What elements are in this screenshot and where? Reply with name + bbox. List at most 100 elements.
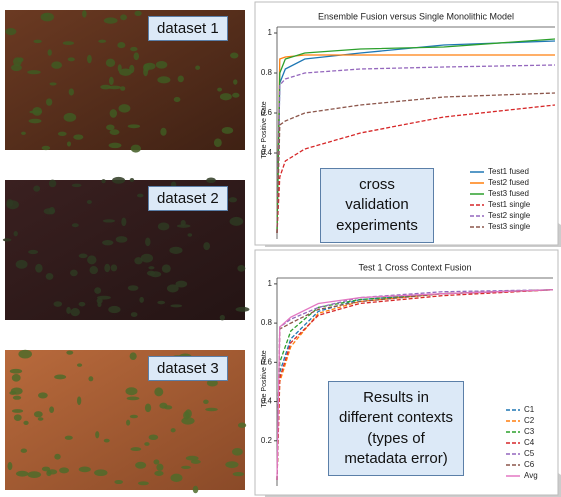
shrub	[109, 143, 122, 148]
shrub	[33, 185, 40, 191]
shrub	[82, 10, 87, 17]
legend-label: C5	[524, 449, 535, 458]
shrub	[44, 208, 55, 214]
shrub	[112, 177, 125, 184]
shrub	[156, 464, 163, 471]
shrub	[73, 134, 83, 139]
shrub	[38, 392, 48, 398]
shrub	[38, 417, 44, 420]
shrub	[79, 302, 86, 307]
shrub	[134, 11, 141, 16]
shrub	[141, 254, 153, 263]
shrub	[217, 88, 222, 92]
legend-label: C1	[524, 405, 535, 414]
shrub	[110, 109, 117, 118]
shrub	[32, 107, 42, 116]
shrub	[130, 178, 134, 182]
y-tick-label: 0.4	[261, 397, 273, 406]
shrub	[157, 301, 165, 305]
shrub	[88, 376, 93, 381]
shrub	[103, 219, 115, 222]
shrub	[72, 184, 82, 187]
shrub	[79, 467, 91, 473]
shrub	[148, 266, 154, 269]
shrub	[66, 307, 71, 314]
shrub	[236, 307, 250, 312]
shrub	[139, 297, 144, 303]
shrub	[153, 459, 159, 464]
shrub	[117, 42, 125, 48]
shrub	[116, 236, 128, 243]
shrub	[222, 127, 233, 134]
shrub	[14, 231, 18, 236]
y-tick-label: 0.8	[261, 68, 273, 77]
shrub	[144, 442, 149, 446]
shrub	[114, 480, 123, 484]
shrub	[195, 66, 200, 70]
shrub	[206, 177, 216, 183]
shrub	[164, 405, 172, 409]
shrub	[110, 129, 120, 135]
shrub	[34, 411, 43, 417]
shrub	[119, 68, 132, 75]
shrub	[13, 57, 22, 66]
shrub	[101, 179, 105, 183]
chart-title: Test 1 Cross Context Fusion	[358, 262, 471, 272]
shrub	[137, 194, 144, 198]
shrub	[54, 454, 60, 460]
shrub	[193, 486, 199, 493]
shrub	[46, 98, 52, 105]
y-tick-label: 0.4	[261, 148, 273, 157]
shrub	[104, 439, 110, 443]
shrub	[46, 273, 54, 280]
legend-label: Test3 fused	[488, 189, 529, 198]
shrub	[232, 93, 239, 98]
shrub	[13, 396, 21, 400]
shrub	[120, 14, 127, 20]
shrub	[157, 76, 170, 83]
shrub	[97, 302, 101, 307]
shrub	[42, 146, 50, 150]
shrub	[233, 79, 237, 84]
shrub	[229, 197, 237, 202]
shrub	[16, 471, 29, 477]
shrub	[87, 55, 92, 64]
shrub	[89, 266, 98, 274]
shrub	[225, 461, 238, 468]
shrub	[127, 397, 140, 401]
shrub	[230, 53, 238, 59]
shrub	[130, 447, 141, 451]
shrub	[160, 128, 166, 136]
shrub	[135, 462, 146, 469]
shrub	[6, 199, 13, 207]
shrub	[186, 456, 199, 461]
shrub	[121, 218, 126, 227]
shrub	[23, 421, 28, 425]
shrub	[58, 132, 67, 136]
shrub	[87, 255, 96, 264]
shrub	[111, 264, 118, 271]
dataset-label: dataset 1	[148, 16, 228, 41]
shrub	[181, 466, 191, 469]
shrub	[126, 420, 130, 426]
shrub	[104, 264, 110, 273]
legend-label: C4	[524, 438, 535, 447]
shrub	[238, 423, 246, 428]
shrub	[102, 240, 113, 245]
shrub	[27, 471, 41, 478]
shrub	[149, 434, 159, 439]
dataset-label: dataset 3	[148, 356, 228, 381]
shrub	[214, 138, 222, 147]
shrub	[21, 449, 27, 453]
annotation: Results in different contexts (types of …	[328, 381, 464, 476]
y-tick-label: 0.2	[261, 436, 273, 445]
legend-label: C6	[524, 460, 535, 469]
shrub	[143, 67, 148, 76]
shrub	[3, 238, 12, 241]
shrub	[27, 70, 41, 74]
shrub	[67, 141, 71, 146]
dataset-label: dataset 2	[148, 186, 228, 211]
shrub	[104, 17, 118, 23]
shrub	[54, 301, 63, 307]
shrub	[54, 375, 66, 380]
